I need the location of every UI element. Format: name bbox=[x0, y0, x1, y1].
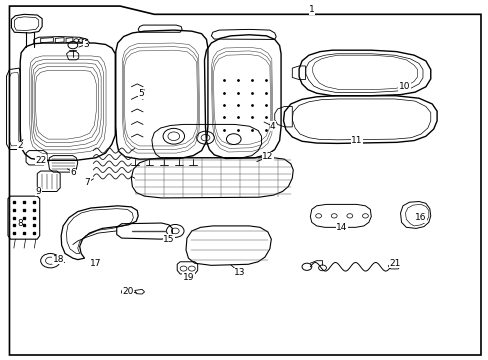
Text: 6: 6 bbox=[70, 168, 76, 177]
Text: 3: 3 bbox=[83, 40, 89, 49]
Text: 10: 10 bbox=[398, 82, 409, 91]
Text: 11: 11 bbox=[350, 136, 362, 145]
Text: 20: 20 bbox=[122, 287, 134, 296]
Text: 14: 14 bbox=[336, 223, 347, 232]
Text: 12: 12 bbox=[262, 152, 273, 161]
Text: 16: 16 bbox=[414, 213, 426, 222]
Text: 1: 1 bbox=[308, 5, 314, 14]
Text: 17: 17 bbox=[90, 259, 102, 268]
Text: 18: 18 bbox=[52, 255, 64, 264]
Text: 19: 19 bbox=[183, 273, 194, 282]
Text: 15: 15 bbox=[163, 235, 174, 244]
Text: 22: 22 bbox=[35, 156, 46, 165]
Text: 8: 8 bbox=[17, 219, 23, 228]
Text: 9: 9 bbox=[36, 187, 41, 196]
Text: 4: 4 bbox=[269, 122, 275, 131]
Text: 5: 5 bbox=[138, 89, 143, 98]
Text: 13: 13 bbox=[233, 268, 245, 277]
Text: 2: 2 bbox=[18, 141, 23, 150]
Text: 7: 7 bbox=[84, 178, 90, 187]
Text: 21: 21 bbox=[388, 259, 400, 268]
